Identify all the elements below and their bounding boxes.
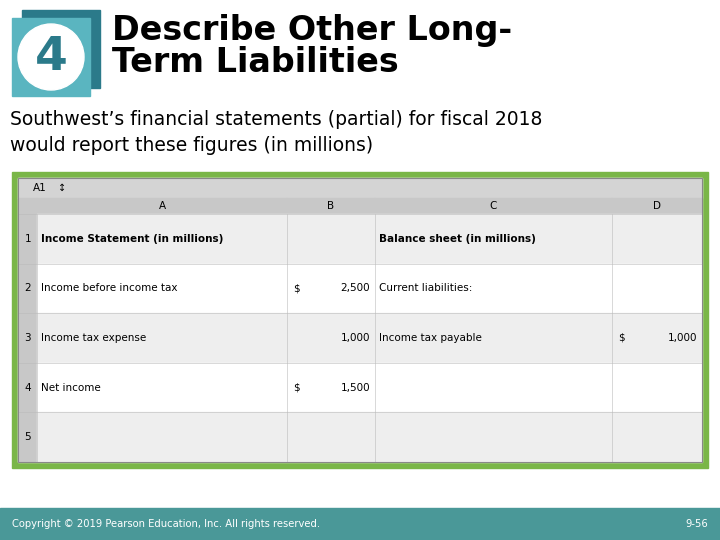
Text: 4: 4	[24, 383, 31, 393]
Bar	[18, 178, 702, 462]
Text: 9-56: 9-56	[685, 519, 708, 529]
Text: 2,500: 2,500	[341, 284, 370, 293]
Text: 4: 4	[35, 35, 68, 79]
Text: Income before income tax: Income before income tax	[41, 284, 178, 293]
Text: 3: 3	[24, 333, 31, 343]
Text: D: D	[653, 201, 661, 211]
Bar	[37, 413, 287, 462]
Bar	[287, 214, 375, 264]
Bar	[612, 198, 702, 214]
Bar	[12, 18, 90, 96]
Circle shape	[18, 24, 84, 90]
Bar	[375, 264, 612, 313]
Text: Balance sheet (in millions): Balance sheet (in millions)	[379, 234, 536, 244]
Bar	[18, 413, 37, 462]
Bar	[22, 10, 100, 88]
Text: 2: 2	[24, 284, 31, 293]
Bar	[12, 172, 708, 468]
Text: ↕: ↕	[58, 183, 66, 193]
Bar	[287, 313, 375, 363]
Bar	[375, 363, 612, 413]
Text: Net income: Net income	[41, 383, 101, 393]
Bar	[18, 198, 37, 214]
Bar	[375, 214, 612, 264]
Bar	[375, 313, 612, 363]
Bar	[612, 264, 702, 313]
Text: 1: 1	[24, 234, 31, 244]
Text: would report these figures (in millions): would report these figures (in millions)	[10, 136, 373, 155]
Text: A1: A1	[33, 183, 47, 193]
Bar	[18, 264, 37, 313]
Text: 5: 5	[24, 432, 31, 442]
Text: Describe Other Long-: Describe Other Long-	[112, 14, 512, 47]
Bar	[375, 413, 612, 462]
Bar	[612, 313, 702, 363]
Bar	[0, 508, 720, 540]
Bar	[375, 198, 612, 214]
Text: Income tax expense: Income tax expense	[41, 333, 147, 343]
Bar	[612, 363, 702, 413]
Text: 1,000: 1,000	[341, 333, 370, 343]
Text: Southwest’s financial statements (partial) for fiscal 2018: Southwest’s financial statements (partia…	[10, 110, 542, 129]
Bar	[612, 214, 702, 264]
Text: Income tax payable: Income tax payable	[379, 333, 482, 343]
Bar	[18, 214, 37, 264]
Bar	[18, 178, 702, 462]
Text: B: B	[328, 201, 335, 211]
Bar	[37, 313, 287, 363]
Text: $: $	[618, 333, 624, 343]
Text: Copyright © 2019 Pearson Education, Inc. All rights reserved.: Copyright © 2019 Pearson Education, Inc.…	[12, 519, 320, 529]
Bar	[37, 363, 287, 413]
Text: Term Liabilities: Term Liabilities	[112, 46, 399, 79]
Bar	[37, 214, 287, 264]
Bar	[287, 264, 375, 313]
Bar	[18, 313, 37, 363]
Text: Income Statement (in millions): Income Statement (in millions)	[41, 234, 224, 244]
Bar	[287, 363, 375, 413]
Text: Current liabilities:: Current liabilities:	[379, 284, 472, 293]
Bar	[612, 413, 702, 462]
Bar	[37, 198, 287, 214]
Text: $: $	[293, 284, 300, 293]
Text: A: A	[158, 201, 166, 211]
Text: 1,000: 1,000	[667, 333, 697, 343]
Bar	[18, 363, 37, 413]
Bar	[37, 264, 287, 313]
Text: $: $	[293, 383, 300, 393]
Text: 1,500: 1,500	[341, 383, 370, 393]
Bar	[287, 413, 375, 462]
Text: C: C	[490, 201, 497, 211]
Bar	[287, 198, 375, 214]
Bar	[18, 178, 78, 198]
Bar	[18, 178, 702, 198]
